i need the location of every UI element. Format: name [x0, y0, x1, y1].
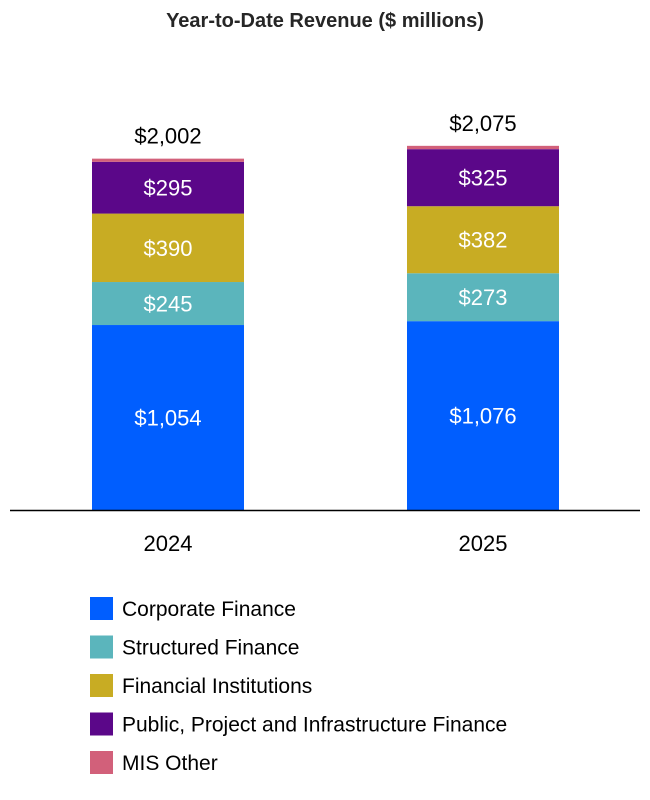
- bar-segment-financial-institutions-2025: [407, 206, 559, 274]
- legend-swatch: [90, 712, 113, 736]
- data-label: $1,054: [134, 406, 201, 431]
- bar-segment-financial-institutions-2024: [92, 213, 244, 283]
- data-label: $245: [144, 292, 193, 317]
- bar-segment-mis-other-2024: [92, 158, 244, 162]
- bar-segment-structured-finance-2024: [92, 282, 244, 326]
- bar-segment-corporate-finance-2024: [92, 325, 244, 510]
- legend-item: Public, Project and Infrastructure Finan…: [90, 712, 507, 737]
- legend-item: MIS Other: [90, 751, 218, 775]
- bar-segment-public-project-and-infrastructure-finance-2024: [92, 161, 244, 214]
- legend-label: Corporate Finance: [122, 598, 296, 621]
- legend-label: MIS Other: [122, 752, 218, 775]
- legend-item: Corporate Finance: [90, 597, 296, 621]
- chart-title: Year-to-Date Revenue ($ millions): [166, 10, 484, 32]
- legend-swatch: [90, 674, 113, 697]
- total-label: $2,002: [134, 124, 201, 149]
- legend-item: Structured Finance: [90, 635, 299, 660]
- legend-label: Structured Finance: [122, 637, 299, 660]
- total-label: $2,075: [449, 111, 516, 136]
- bar-segment-public-project-and-infrastructure-finance-2025: [407, 149, 559, 207]
- bar-2024: $1,054 $245 $390 $295 $2,002: [92, 124, 244, 510]
- legend-label: Financial Institutions: [122, 675, 312, 698]
- legend-swatch: [90, 597, 113, 620]
- legend-swatch: [90, 635, 113, 659]
- legend-item: Financial Institutions: [90, 674, 312, 698]
- data-label: $273: [459, 285, 508, 310]
- data-label: $390: [144, 236, 193, 261]
- legend-swatch: [90, 751, 113, 774]
- x-tick-label: 2024: [144, 531, 193, 556]
- data-label: $1,076: [449, 404, 516, 429]
- data-label: $382: [459, 228, 508, 253]
- bar-segment-mis-other-2025: [407, 145, 559, 150]
- data-label: $295: [144, 176, 193, 201]
- legend-label: Public, Project and Infrastructure Finan…: [122, 714, 507, 737]
- bar-segment-structured-finance-2025: [407, 273, 559, 322]
- x-tick-label: 2025: [459, 531, 508, 556]
- data-label: $325: [459, 166, 508, 191]
- bar-segment-corporate-finance-2025: [407, 321, 559, 510]
- bar-2025: $1,076 $273 $382 $325 $2,075: [407, 111, 559, 510]
